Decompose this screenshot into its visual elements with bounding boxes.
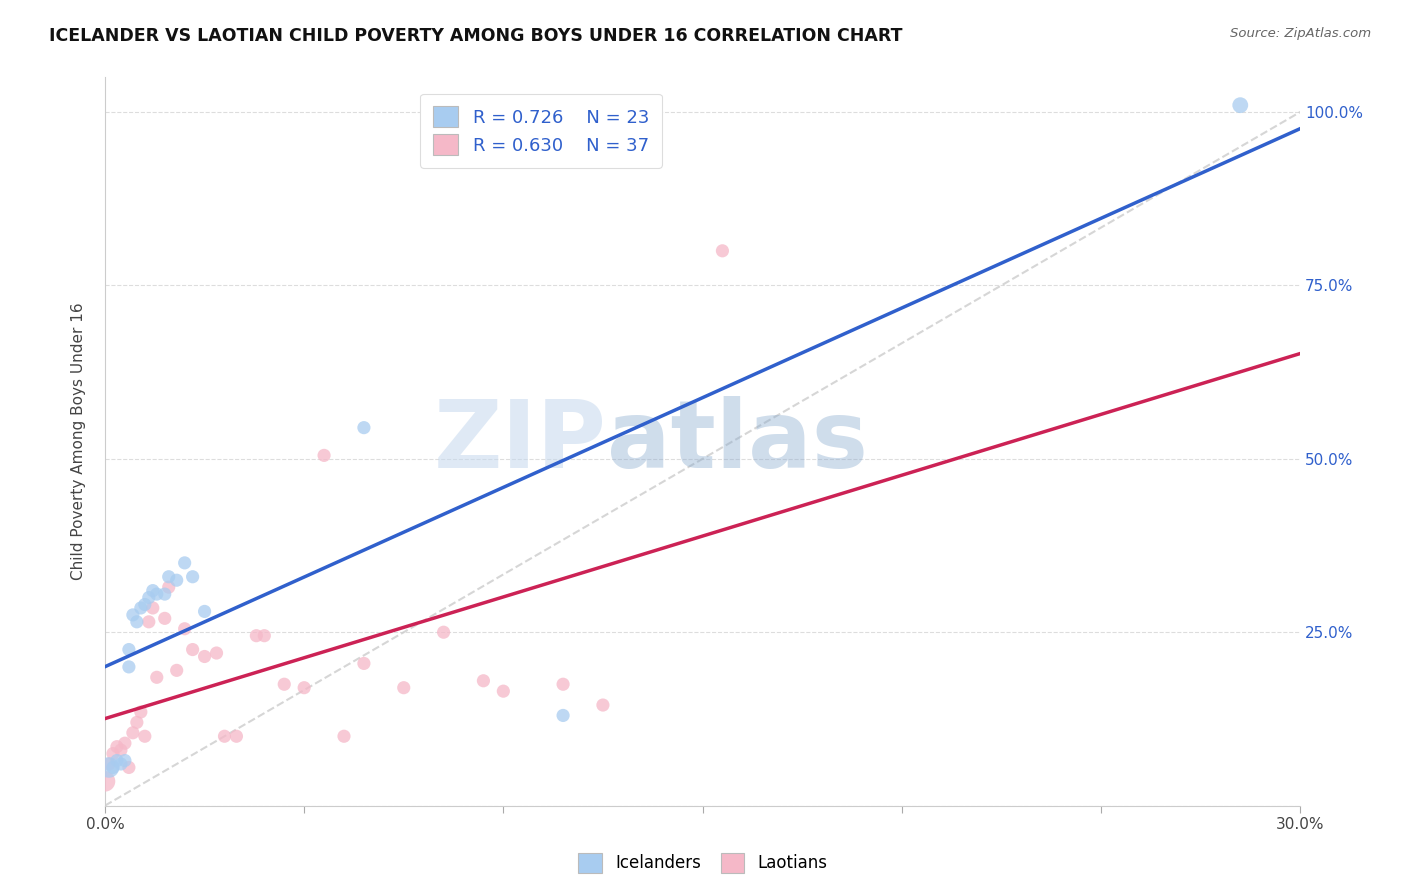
Laotians	[134, 729, 156, 743]
Laotians	[129, 705, 152, 719]
Laotians	[392, 681, 415, 695]
Legend: R = 0.726    N = 23, R = 0.630    N = 37: R = 0.726 N = 23, R = 0.630 N = 37	[420, 94, 662, 168]
Icelanders	[173, 556, 195, 570]
Icelanders	[98, 760, 121, 774]
Text: ZIP: ZIP	[434, 395, 607, 488]
Laotians	[492, 684, 515, 698]
Laotians	[592, 698, 614, 712]
Icelanders	[1229, 98, 1251, 112]
Text: ICELANDER VS LAOTIAN CHILD POVERTY AMONG BOYS UNDER 16 CORRELATION CHART: ICELANDER VS LAOTIAN CHILD POVERTY AMONG…	[49, 27, 903, 45]
Icelanders	[101, 760, 124, 774]
Laotians	[214, 729, 236, 743]
Laotians	[432, 625, 454, 640]
Laotians	[312, 449, 335, 463]
Icelanders	[181, 570, 204, 584]
Laotians	[181, 642, 204, 657]
Laotians	[245, 629, 267, 643]
Laotians	[194, 649, 217, 664]
Icelanders	[551, 708, 574, 723]
Icelanders	[134, 598, 156, 612]
Icelanders	[194, 604, 217, 618]
Laotians	[157, 580, 180, 594]
Laotians	[122, 726, 145, 740]
Icelanders	[129, 601, 152, 615]
Icelanders	[114, 754, 136, 768]
Laotians	[333, 729, 356, 743]
Laotians	[273, 677, 295, 691]
Laotians	[292, 681, 315, 695]
Icelanders	[110, 756, 132, 771]
Laotians	[98, 756, 121, 771]
Laotians	[101, 747, 124, 761]
Icelanders	[153, 587, 176, 601]
Laotians	[551, 677, 574, 691]
Laotians	[166, 664, 188, 678]
Y-axis label: Child Poverty Among Boys Under 16: Child Poverty Among Boys Under 16	[72, 302, 86, 581]
Laotians	[118, 760, 141, 774]
Laotians	[114, 736, 136, 750]
Laotians	[153, 611, 176, 625]
Laotians	[94, 774, 117, 789]
Laotians	[253, 629, 276, 643]
Laotians	[711, 244, 734, 258]
Icelanders	[138, 591, 160, 605]
Icelanders	[125, 615, 148, 629]
Laotians	[225, 729, 247, 743]
Icelanders	[118, 660, 141, 674]
Laotians	[205, 646, 228, 660]
Icelanders	[353, 420, 375, 434]
Laotians	[125, 715, 148, 730]
Laotians	[110, 743, 132, 757]
Icelanders	[166, 573, 188, 587]
Icelanders	[118, 642, 141, 657]
Text: atlas: atlas	[607, 395, 868, 488]
Legend: Icelanders, Laotians: Icelanders, Laotians	[572, 847, 834, 880]
Text: Source: ZipAtlas.com: Source: ZipAtlas.com	[1230, 27, 1371, 40]
Icelanders	[122, 607, 145, 622]
Laotians	[138, 615, 160, 629]
Laotians	[173, 622, 195, 636]
Icelanders	[105, 754, 128, 768]
Icelanders	[142, 583, 165, 598]
Icelanders	[146, 587, 169, 601]
Laotians	[472, 673, 495, 688]
Laotians	[142, 601, 165, 615]
Laotians	[146, 670, 169, 684]
Laotians	[105, 739, 128, 754]
Icelanders	[157, 570, 180, 584]
Laotians	[353, 657, 375, 671]
